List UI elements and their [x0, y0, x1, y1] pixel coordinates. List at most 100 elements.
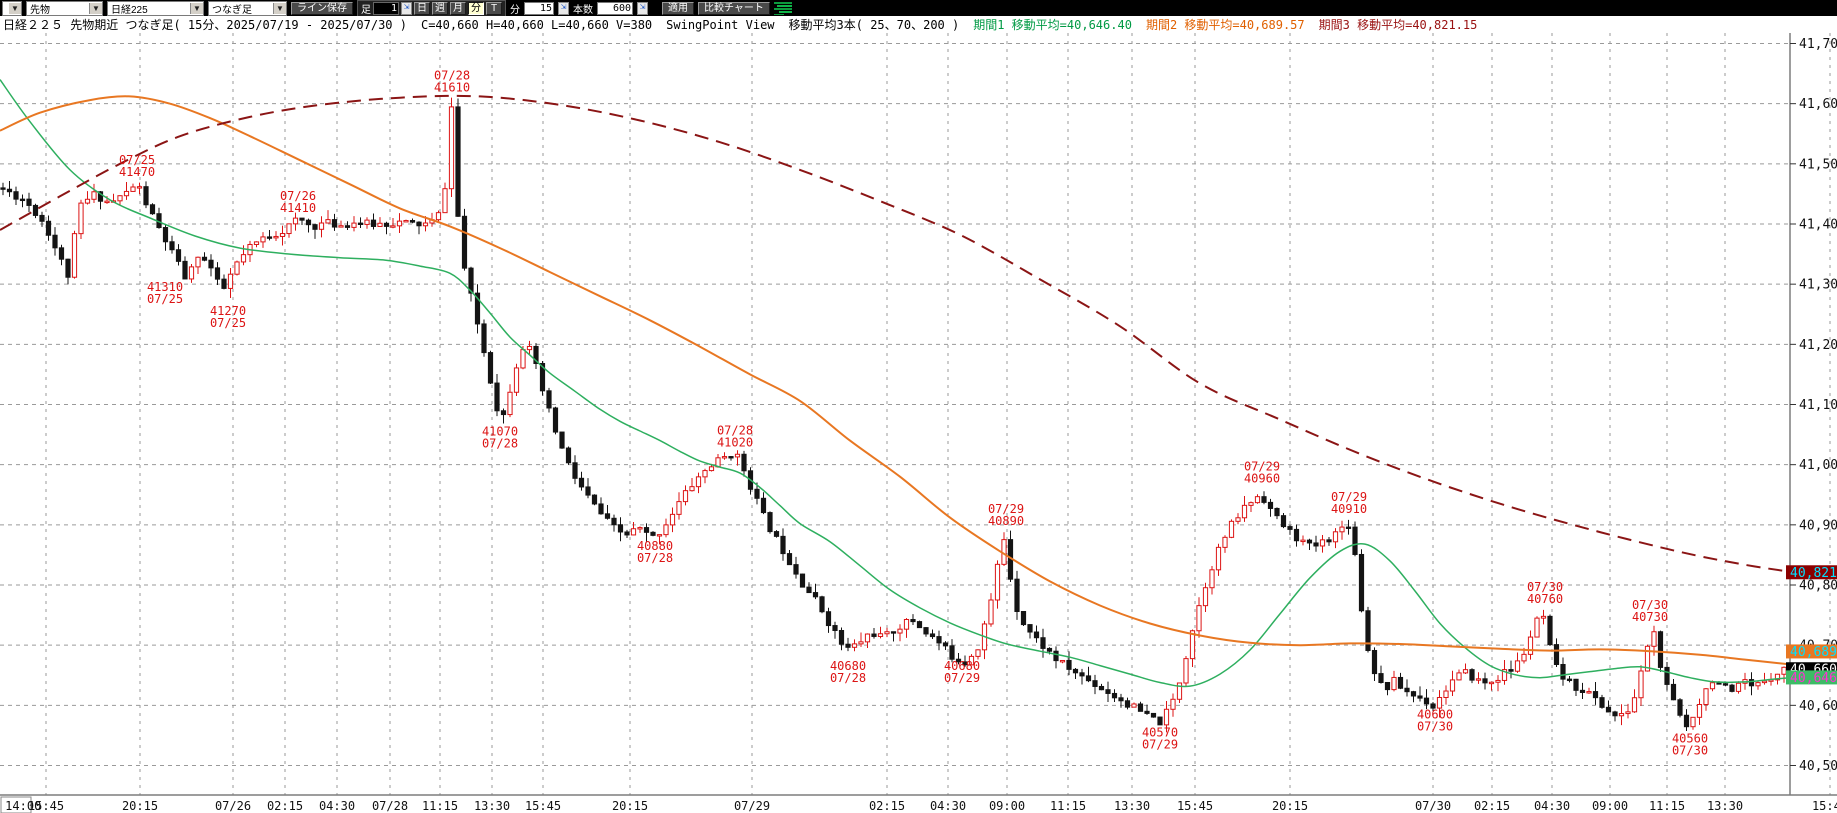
ma70-value-badge	[1786, 644, 1837, 659]
candles-layer	[0, 97, 1787, 733]
svg-text:02:15: 02:15	[267, 799, 303, 813]
apply-button[interactable]: 適用	[662, 1, 694, 15]
mini-dropdown[interactable]: ▼	[2, 0, 22, 16]
svg-text:07/29: 07/29	[944, 671, 980, 685]
svg-text:40560: 40560	[1672, 731, 1708, 745]
period-day-button[interactable]: 日	[414, 1, 430, 15]
chart-type-select[interactable]: つなぎ足 ▼	[208, 0, 287, 16]
svg-text:41,000.: 41,000.	[1799, 458, 1837, 473]
svg-text:15:45: 15:45	[1812, 799, 1837, 813]
selected-time-box	[0, 796, 32, 813]
svg-text:07/29: 07/29	[1331, 490, 1367, 504]
svg-text:09:00: 09:00	[1592, 799, 1628, 813]
svg-text:41470: 41470	[119, 165, 155, 179]
ohlcv-readout: C=40,660 H=40,660 L=40,660 V=380	[420, 17, 653, 32]
svg-text:07/30: 07/30	[1672, 743, 1708, 757]
svg-text:40,500.: 40,500.	[1799, 759, 1837, 774]
svg-text:40880: 40880	[637, 539, 673, 553]
svg-text:07/28: 07/28	[717, 424, 753, 438]
svg-text:07/29: 07/29	[1244, 460, 1280, 474]
svg-text:41310: 41310	[147, 280, 183, 294]
chart-title: 日経２２５ 先物期近 つなぎ足( 15分、2025/07/19 - 2025/0…	[3, 18, 407, 32]
svg-text:41,300.: 41,300.	[1799, 278, 1837, 293]
svg-text:41410: 41410	[280, 201, 316, 215]
svg-text:07/28: 07/28	[434, 69, 470, 83]
bar-label: 足	[361, 4, 371, 16]
svg-text:40,646.: 40,646.	[1790, 671, 1837, 686]
ma1-readout: 期間1 移動平均=40,646.40	[973, 18, 1132, 32]
symbol-select-value: 日経225	[111, 4, 148, 16]
ma25-value-badge	[1786, 670, 1837, 685]
svg-text:13:30: 13:30	[1707, 799, 1743, 813]
indicator-lines-icon[interactable]	[773, 1, 794, 15]
svg-text:07/29: 07/29	[734, 799, 770, 813]
svg-text:41610: 41610	[434, 81, 470, 95]
ma200-value-badge	[1786, 565, 1837, 580]
bar-count-input[interactable]	[373, 1, 399, 15]
bar-count-label: 本数	[573, 4, 593, 16]
period-week-button[interactable]: 週	[432, 1, 448, 15]
svg-text:20:15: 20:15	[1272, 799, 1308, 813]
svg-text:07/29: 07/29	[1142, 737, 1178, 751]
period-minute-button[interactable]: 分	[468, 1, 484, 15]
svg-text:40,821.: 40,821.	[1790, 566, 1837, 581]
svg-text:13:30: 13:30	[1114, 799, 1150, 813]
svg-text:07/28: 07/28	[372, 799, 408, 813]
period-group: 足 ⇲ 日 週 月 分 T	[357, 0, 506, 17]
period-tick-button[interactable]: T	[486, 1, 502, 15]
market-select[interactable]: 先物 ▼	[26, 0, 103, 16]
chart-canvas[interactable]: 07/25414704131007/254127007/2507/2641410…	[0, 33, 1837, 813]
chevron-down-icon: ▼	[273, 2, 286, 14]
svg-text:40760: 40760	[1527, 592, 1563, 606]
svg-text:07/25: 07/25	[210, 316, 246, 330]
svg-text:40570: 40570	[1142, 725, 1178, 739]
svg-text:41,700.: 41,700.	[1799, 37, 1837, 52]
spinner-icon[interactable]: ⇲	[558, 1, 569, 15]
svg-text:41270: 41270	[210, 304, 246, 318]
svg-text:07/26: 07/26	[280, 189, 316, 203]
svg-text:20:15: 20:15	[122, 799, 158, 813]
spinner-icon[interactable]: ⇲	[637, 1, 648, 15]
svg-text:41,200.: 41,200.	[1799, 338, 1837, 353]
svg-text:41070: 41070	[482, 425, 518, 439]
svg-text:07/28: 07/28	[482, 437, 518, 451]
ma2-readout: 期間2 移動平均=40,689.57	[1145, 18, 1305, 32]
save-line-button[interactable]: ライン保存	[291, 1, 353, 15]
svg-text:40730: 40730	[1632, 610, 1668, 624]
period-month-button[interactable]: 月	[450, 1, 466, 15]
svg-text:40680: 40680	[830, 659, 866, 673]
view-name: SwingPoint View	[666, 17, 775, 32]
svg-text:04:30: 04:30	[1534, 799, 1570, 813]
chevron-down-icon: ▼	[89, 2, 102, 14]
svg-text:41,600.: 41,600.	[1799, 97, 1837, 112]
svg-text:41,100.: 41,100.	[1799, 398, 1837, 413]
chevron-down-icon: ▼	[9, 2, 21, 14]
market-select-value: 先物	[30, 4, 50, 16]
count-value-input[interactable]	[597, 1, 633, 15]
svg-text:13:30: 13:30	[474, 799, 510, 813]
svg-text:20:15: 20:15	[612, 799, 648, 813]
x-axis: 5 14:0015:4520:1507/2602:1504:3007/2811:…	[0, 796, 1837, 813]
spinner-icon[interactable]: ⇲	[401, 1, 412, 15]
svg-text:07/30: 07/30	[1417, 719, 1453, 733]
ma70-line	[0, 95, 1791, 666]
svg-text:11:15: 11:15	[1050, 799, 1086, 813]
svg-text:04:30: 04:30	[930, 799, 966, 813]
svg-text:15:45: 15:45	[525, 799, 561, 813]
swing-point-labels: 07/25414704131007/254127007/2507/2641410…	[119, 69, 1708, 758]
svg-text:07/30: 07/30	[1527, 580, 1563, 594]
symbol-select[interactable]: 日経225 ▼	[107, 0, 204, 16]
toolbar: ▼ 先物 ▼ 日経225 ▼ つなぎ足 ▼ ライン保存 足 ⇲ 日 週 月 分 …	[0, 0, 1837, 17]
ma-setting: 移動平均3本( 25、70、200 )	[788, 18, 960, 32]
ma200-line	[0, 94, 1791, 573]
chart-type-select-value: つなぎ足	[212, 4, 252, 16]
svg-text:07/28: 07/28	[637, 551, 673, 565]
minute-value-input[interactable]	[524, 1, 554, 15]
chevron-down-icon: ▼	[190, 2, 203, 14]
svg-text:07/25: 07/25	[119, 153, 155, 167]
svg-text:40,600.: 40,600.	[1799, 699, 1837, 714]
compare-chart-button[interactable]: 比較チャート	[698, 1, 770, 15]
svg-text:40,800.: 40,800.	[1799, 579, 1837, 594]
svg-text:40,689.: 40,689.	[1790, 645, 1837, 660]
svg-text:07/25: 07/25	[147, 292, 183, 306]
